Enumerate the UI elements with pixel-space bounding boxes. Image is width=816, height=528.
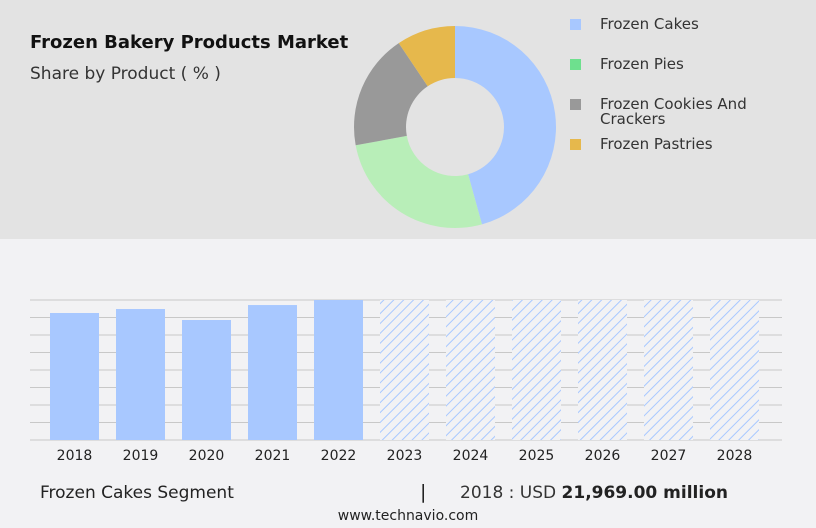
x-tick-label: 2028	[717, 448, 753, 464]
legend-label: Frozen Pies	[600, 55, 684, 73]
bar-2019	[116, 309, 165, 440]
x-tick-label: 2020	[189, 448, 225, 464]
donut-slice-1	[355, 135, 482, 228]
chart-subtitle: Share by Product ( % )	[30, 64, 221, 84]
donut-chart	[353, 26, 556, 228]
legend-swatch	[570, 139, 581, 150]
bar-2023	[380, 300, 429, 440]
year-label: 2018 : USD	[460, 483, 557, 503]
legend-swatch	[570, 99, 581, 110]
segment-value: 2018 : USD 21,969.00 million	[460, 483, 728, 503]
chart-title: Frozen Bakery Products Market	[30, 32, 349, 53]
bar-2027	[644, 300, 693, 440]
x-tick-label: 2021	[255, 448, 291, 464]
bar-2018	[50, 313, 99, 440]
x-tick-label: 2023	[387, 448, 423, 464]
bar-2028	[710, 300, 759, 440]
legend-label: Frozen Pastries	[600, 135, 713, 153]
value-amount: 21,969.00 million	[561, 483, 728, 503]
bar-2020	[182, 320, 231, 440]
x-tick-label: 2026	[585, 448, 621, 464]
bar-series	[50, 300, 759, 440]
separator: |	[420, 481, 427, 503]
legend-label: Frozen Cookies And Crackers	[600, 95, 747, 128]
bar-2024	[446, 300, 495, 440]
donut-slice-0	[455, 26, 556, 225]
segment-label: Frozen Cakes Segment	[40, 483, 234, 503]
x-tick-label: 2022	[321, 448, 357, 464]
x-tick-label: 2027	[651, 448, 687, 464]
x-tick-label: 2025	[519, 448, 555, 464]
x-tick-label: 2019	[123, 448, 159, 464]
legend-swatch	[570, 19, 581, 30]
legend-label: Frozen Cakes	[600, 15, 699, 33]
x-tick-label: 2018	[57, 448, 93, 464]
donut-slice-2	[353, 43, 428, 146]
site-link[interactable]: www.technavio.com	[337, 508, 479, 524]
bar-2026	[578, 300, 627, 440]
bar-2021	[248, 305, 297, 440]
bar-2022	[314, 300, 363, 440]
legend-swatch	[570, 59, 581, 70]
donut-slice-3	[398, 26, 455, 87]
bar-2025	[512, 300, 561, 440]
x-tick-label: 2024	[453, 448, 489, 464]
x-axis-labels: 2018 2019 2020 2021 2022 2023 2024 2025 2026 2027…	[57, 448, 753, 464]
